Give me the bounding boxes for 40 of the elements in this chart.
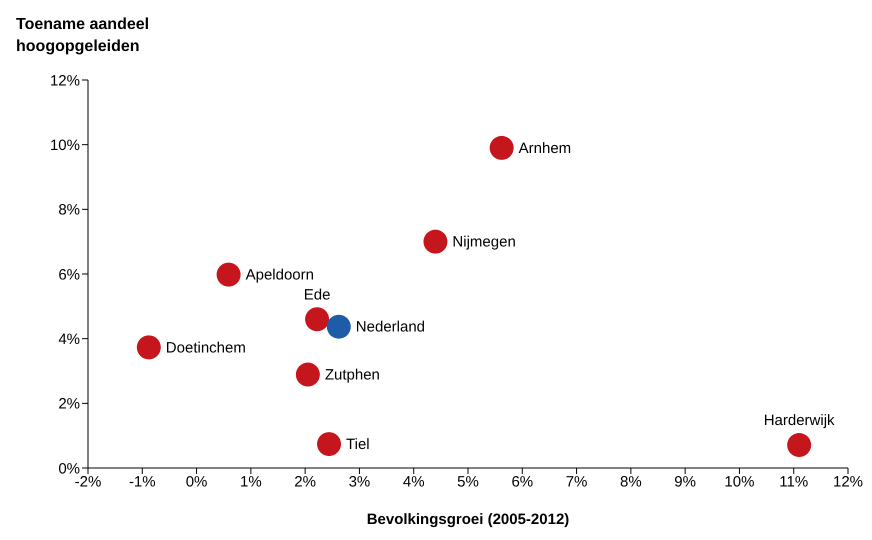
point — [490, 136, 514, 160]
point — [423, 230, 448, 254]
point — [216, 262, 241, 287]
annotation: Nijmegen — [452, 234, 516, 251]
x-tick-label: 2% — [294, 474, 316, 491]
annotation: Arnhem — [518, 140, 572, 157]
x-tick-label: 9% — [674, 474, 696, 491]
point — [326, 314, 351, 339]
annotation: Nederland — [356, 318, 426, 336]
y-tick-label: 8% — [58, 202, 80, 219]
y-tick-label: 6% — [58, 266, 80, 284]
point — [296, 362, 320, 387]
point — [787, 433, 812, 458]
x-tick-label: 8% — [620, 474, 642, 491]
y-tick-label: 12% — [50, 72, 80, 90]
x-tick-label: 11% — [779, 474, 808, 491]
x-tick-label: 0% — [186, 474, 208, 491]
x-tick-label: 10% — [724, 474, 754, 491]
x-tick-label: 7% — [566, 474, 588, 491]
annotation: Apeldoorn — [246, 266, 314, 284]
point — [136, 335, 161, 360]
x-tick-label: 12% — [832, 474, 864, 491]
point — [305, 307, 330, 332]
x-tick-label: 6% — [511, 474, 534, 491]
x-axis-title: Bevolkingsgroei (2005-2012) — [366, 511, 570, 528]
point — [317, 432, 342, 456]
annotation: Doetinchem — [166, 339, 246, 356]
annotation: Ede — [304, 286, 330, 304]
annotation: Harderwijk — [764, 412, 836, 430]
y-tick-label: 2% — [58, 396, 80, 413]
y-tick-label: 4% — [58, 330, 80, 348]
x-tick-label: 1% — [240, 474, 262, 491]
annotation: Zutphen — [324, 366, 380, 384]
y-axis-title: Toename aandeel hoogopgeleiden — [16, 15, 150, 57]
x-tick-label: 5% — [457, 474, 479, 491]
annotation: Tiel — [346, 436, 370, 454]
y-tick-label: 10% — [50, 136, 80, 154]
x-tick-label: 4% — [402, 474, 425, 491]
x-tick-label: 3% — [348, 474, 370, 491]
x-tick-label: -1% — [128, 474, 156, 491]
